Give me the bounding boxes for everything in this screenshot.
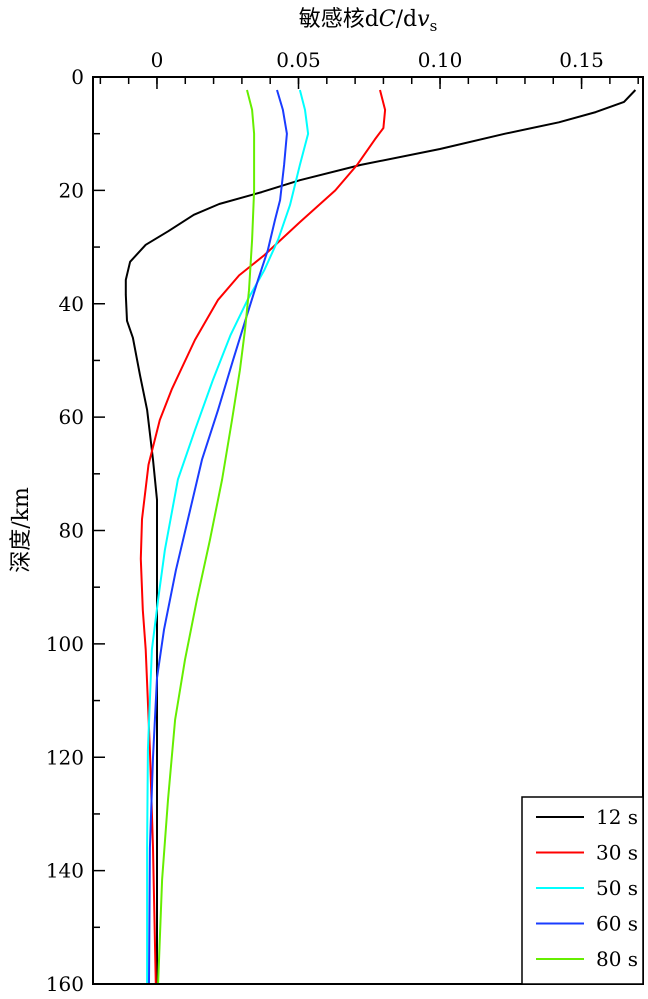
y-tick-label: 40 bbox=[59, 292, 84, 316]
y-tick-label: 160 bbox=[46, 972, 84, 996]
series-line-50s bbox=[146, 89, 310, 984]
y-tick-label: 100 bbox=[46, 632, 84, 656]
legend-label: 80 s bbox=[596, 947, 638, 971]
x-tick-label: 0.05 bbox=[276, 48, 321, 72]
x-tick-label: 0.10 bbox=[418, 48, 463, 72]
y-tick-label: 80 bbox=[59, 519, 84, 543]
y-tick-label: 0 bbox=[71, 65, 84, 89]
y-tick-label: 140 bbox=[46, 859, 84, 883]
series-line-30s bbox=[139, 89, 387, 985]
series-line-60s bbox=[148, 89, 288, 985]
y-tick-label: 120 bbox=[46, 745, 84, 769]
plot-frame bbox=[92, 76, 644, 985]
y-axis-label: 深度/km bbox=[9, 487, 34, 573]
legend: 12 s 30 s 50 s 60 s 80 s bbox=[521, 796, 644, 985]
x-tick-label: 0 bbox=[151, 48, 164, 72]
series-line-80s bbox=[157, 89, 256, 985]
legend-label: 30 s bbox=[596, 841, 638, 865]
x-tick-label: 0.15 bbox=[559, 48, 604, 72]
y-tick-label: 20 bbox=[59, 178, 84, 202]
series-line-12s bbox=[124, 89, 637, 984]
legend-box bbox=[521, 796, 644, 985]
legend-label: 50 s bbox=[596, 876, 638, 900]
legend-label: 60 s bbox=[596, 912, 638, 936]
x-axis-label: 敏感核dC/dvs bbox=[299, 7, 438, 35]
legend-label: 12 s bbox=[596, 805, 638, 829]
y-tick-label: 60 bbox=[59, 405, 84, 429]
